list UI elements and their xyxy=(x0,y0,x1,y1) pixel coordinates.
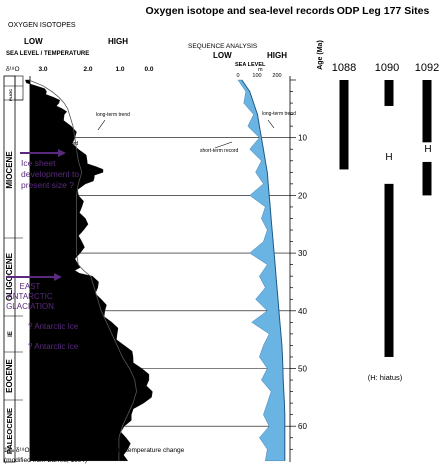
east-antarctic-arrow-head xyxy=(54,273,62,281)
epoch-label-paleocene: PALEOCENE xyxy=(5,408,14,454)
footer-source: (modified from Barrett, 1994) xyxy=(4,457,87,464)
antarctic-ice-label-1: ? Antarctic Ice xyxy=(28,322,79,331)
oxygen-header: OXYGEN ISOTOPES xyxy=(8,22,76,29)
site-1088-core-bar xyxy=(339,80,349,170)
sea-level-short-term-arrow xyxy=(214,141,233,149)
site-1092-core-bar xyxy=(422,161,432,196)
sea-level-tick-label: 200 xyxy=(272,73,281,79)
epoch-label-late-eocene: IE xyxy=(8,331,14,337)
site-1092-label: 1092 xyxy=(415,62,439,74)
age-tick-label: 50 xyxy=(298,365,307,374)
odp-sites: 1088 1090 1092 H H (H: hiatus) xyxy=(332,62,439,382)
epoch-label-eocene: EOCENE xyxy=(5,358,14,392)
sea-level-short-term-label: short-term record xyxy=(200,148,239,154)
east-antarctic-label-line: ANTARCTIC xyxy=(7,292,52,301)
oxygen-low-label: LOW xyxy=(24,37,43,46)
age-tick-label: 30 xyxy=(298,249,307,258)
age-axis-label: Age (Ma) xyxy=(317,40,324,70)
stage-subcolumn xyxy=(14,75,24,101)
oxygen-tick-label: 1.0 xyxy=(115,66,124,73)
site-bars xyxy=(339,80,432,357)
oxygen-isotope-short-term-record xyxy=(25,79,153,461)
age-tick-label: 20 xyxy=(298,191,307,200)
site-1090-core-bar xyxy=(384,80,394,106)
epoch-column-frame xyxy=(3,75,16,463)
oxygen-high-label: HIGH xyxy=(108,37,128,46)
age-tick-label: 60 xyxy=(298,422,307,431)
time-gridlines xyxy=(30,137,290,427)
oxygen-axis-label: SEA LEVEL / TEMPERATURE xyxy=(6,51,89,57)
climate-annotations: Ice sheet development to present size ? … xyxy=(6,149,79,351)
sequence-low-label: LOW xyxy=(213,51,232,60)
oxygen-tick-label: 3.0 xyxy=(38,66,47,73)
epoch-label-miocene: MIOCENE xyxy=(5,151,14,189)
age-tick-label: 10 xyxy=(298,134,307,143)
antarctic-ice-label-2: ? Antarctic Ice xyxy=(28,342,79,351)
oxygen-short-term-label: short-term record xyxy=(40,141,79,147)
oxygen-annotations: long-term trend short-term record long-t… xyxy=(40,111,296,154)
sequence-header: SEQUENCE ANALYSIS xyxy=(188,43,258,50)
epoch-column: PLIOC MIOCENE OLIGOCENE IE EOCENE PALEOC… xyxy=(3,75,24,463)
oxygen-panel xyxy=(25,76,153,462)
short-term-arrow xyxy=(59,147,78,151)
sea-level-long-term-arrow xyxy=(267,119,275,129)
sea-level-tick-label: 0 xyxy=(236,73,239,79)
epoch-label-pliocene: PLIOC xyxy=(8,89,13,101)
site-1092-core-bar xyxy=(422,80,432,143)
sea-level-tick-label: 100 xyxy=(252,73,261,79)
hiatus-note: (H: hiatus) xyxy=(368,373,403,382)
age-axis-ticks: 10 20 30 40 50 60 xyxy=(290,79,307,450)
ice-sheet-label-line: development to xyxy=(21,169,79,179)
sites-title: ODP Leg 177 Sites xyxy=(337,5,430,17)
sequence-high-label: HIGH xyxy=(267,51,287,60)
d18o-label: δ¹⁸O xyxy=(6,66,20,73)
sea-level-label: SEA LEVEL xyxy=(235,62,266,68)
site-1090-label: 1090 xyxy=(375,62,399,74)
site-1088-label: 1088 xyxy=(332,62,356,74)
sea-level-unit: m xyxy=(258,67,263,73)
oxygen-tick-label: 0.0 xyxy=(144,66,153,73)
footer-equivalence: 1‰ δ¹⁸O = 110 m sea-level or 4°C water -… xyxy=(4,446,185,454)
site-1092-hiatus-label: H xyxy=(424,144,431,155)
ice-sheet-arrow-head xyxy=(58,149,66,157)
age-tick-label: 40 xyxy=(298,307,307,316)
ice-sheet-label-line: Ice sheet xyxy=(21,158,56,168)
east-antarctic-label-line: GLACIATION xyxy=(6,302,54,311)
long-term-arrow xyxy=(97,119,106,131)
oxygen-long-term-label: long-term trend xyxy=(96,112,130,118)
main-title: Oxygen isotope and sea-level records xyxy=(145,5,334,17)
sea-level-panel: 10 20 30 40 50 60 Age (Ma) xyxy=(237,40,324,462)
oxygen-isotope-long-term-trend xyxy=(28,79,137,461)
site-1090-core-bar xyxy=(384,183,394,357)
oxygen-tick-label: 2.0 xyxy=(83,66,92,73)
ice-sheet-label-line: present size ? xyxy=(21,180,74,190)
sea-level-long-term-trend xyxy=(241,79,286,461)
east-antarctic-label-line: EAST xyxy=(20,282,41,291)
site-1090-hiatus-label: H xyxy=(385,152,392,163)
sea-level-long-term-label: long-term trend xyxy=(262,111,296,117)
